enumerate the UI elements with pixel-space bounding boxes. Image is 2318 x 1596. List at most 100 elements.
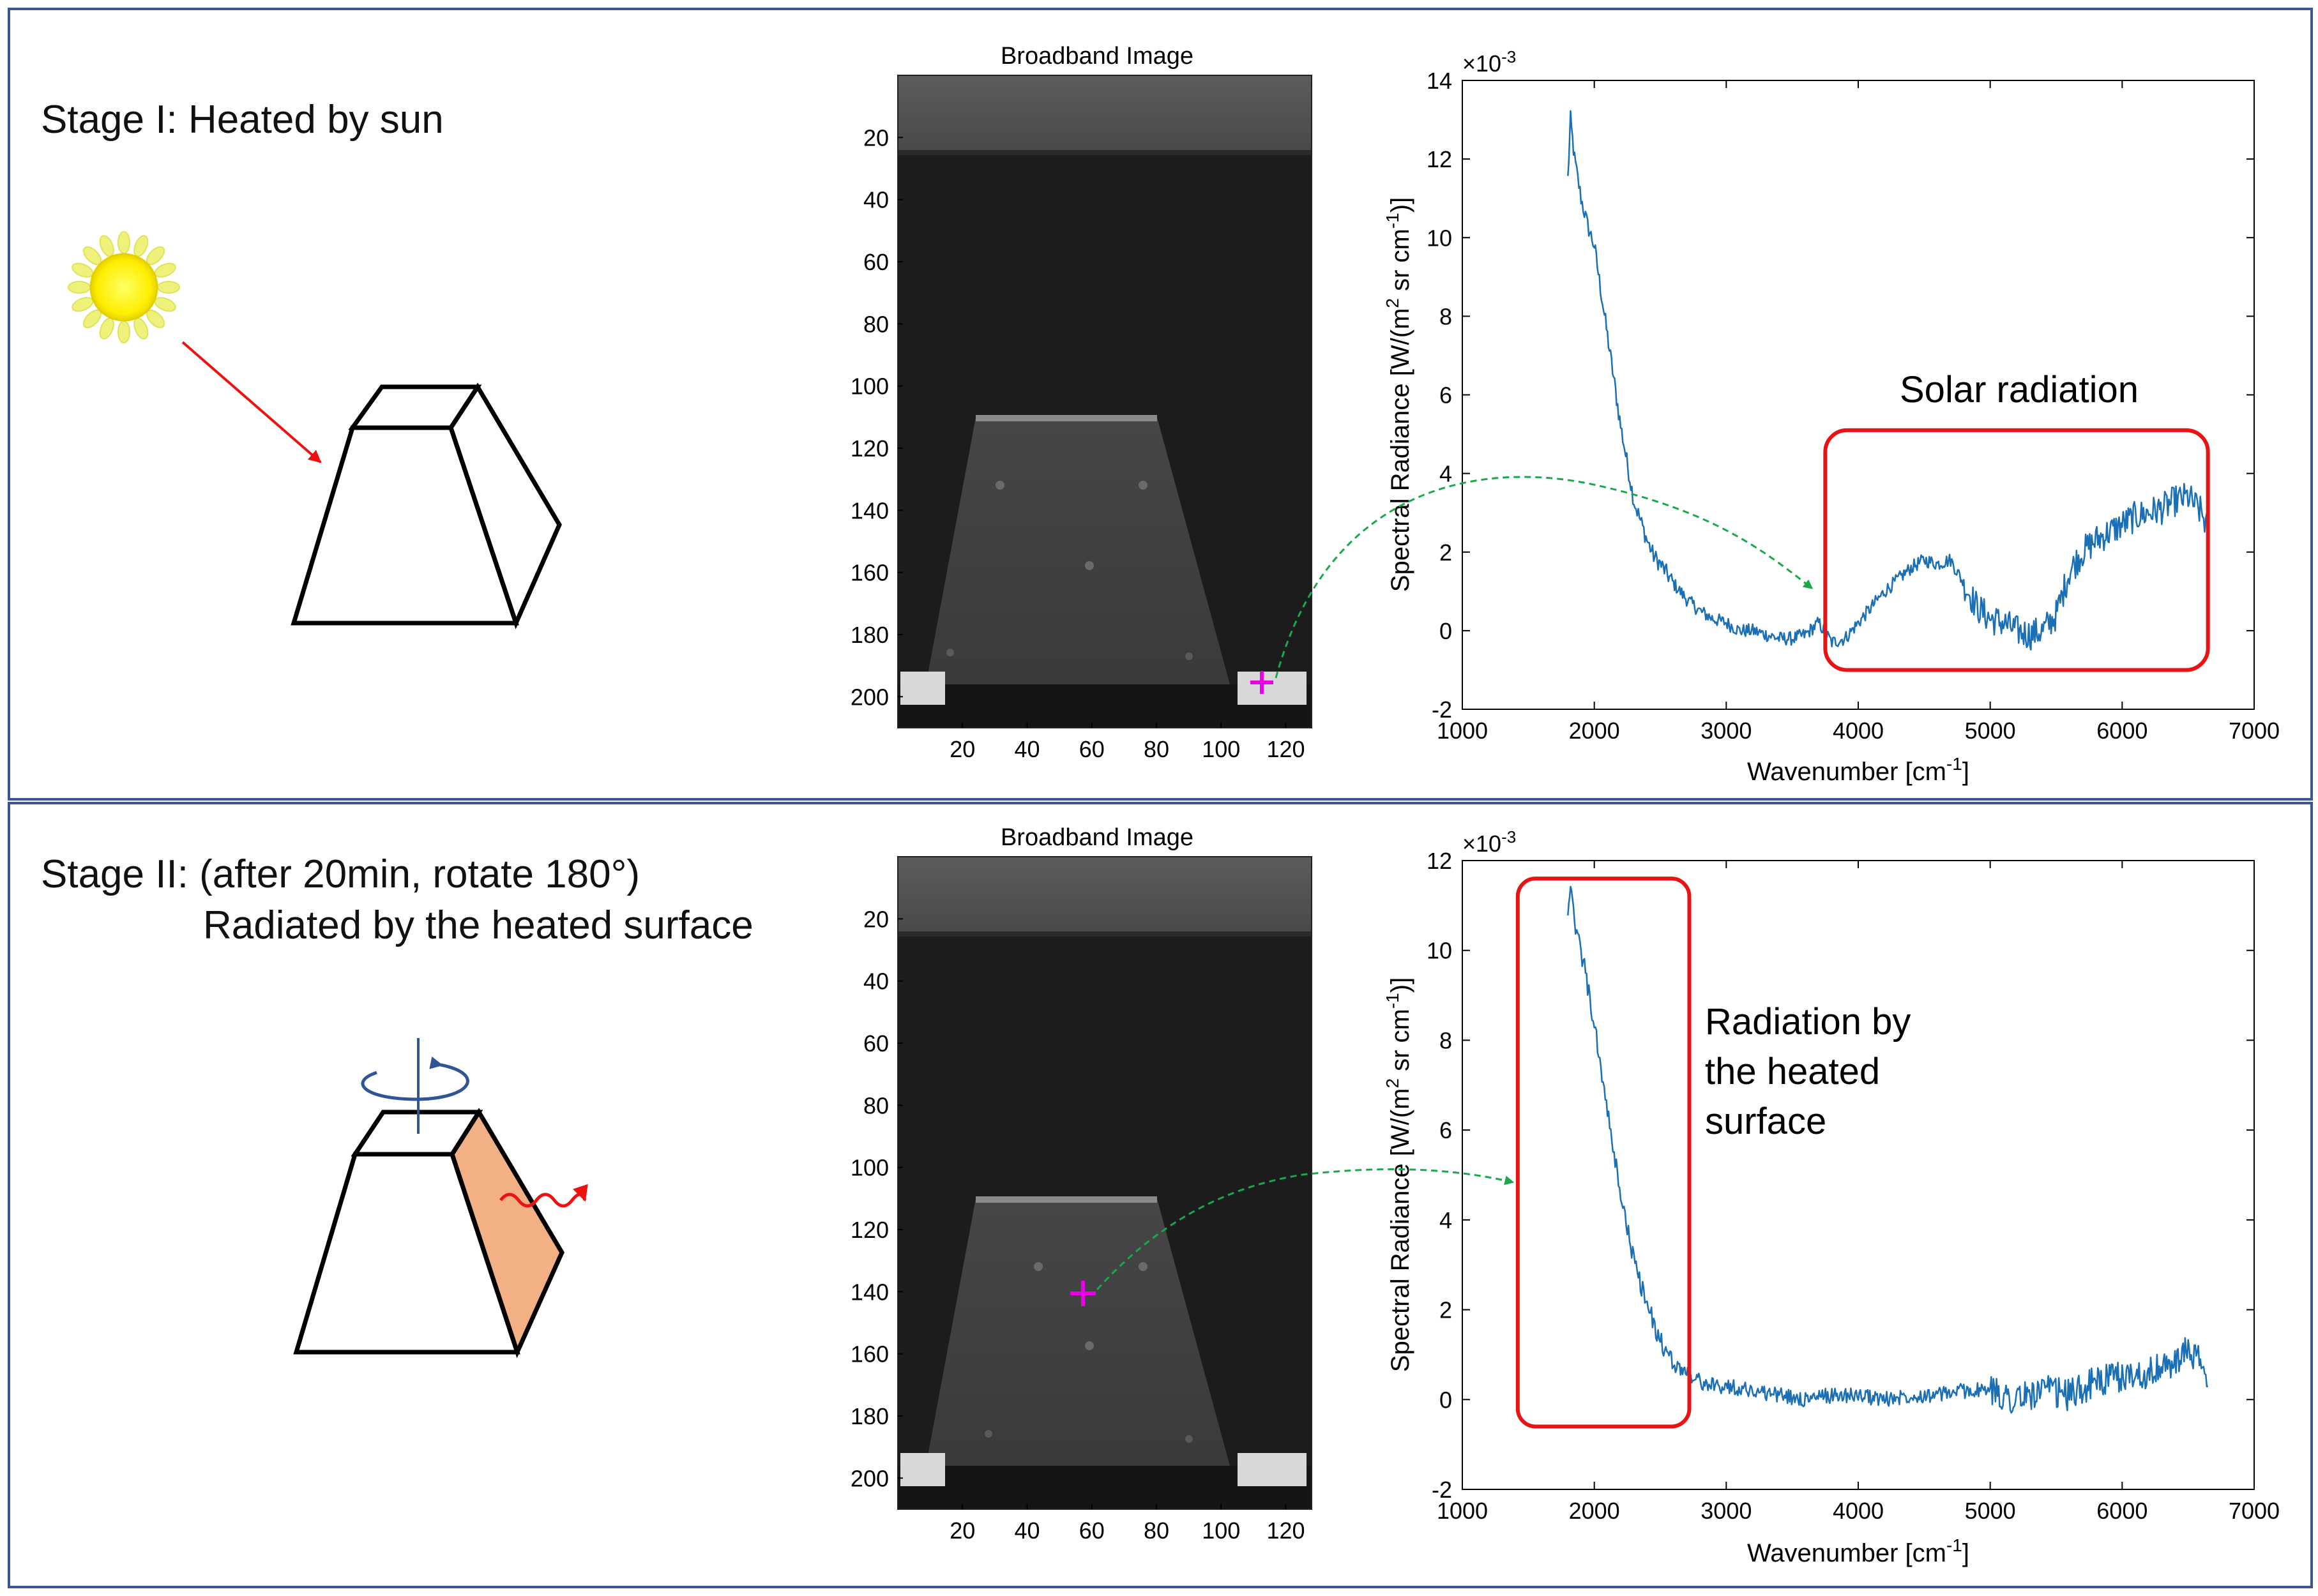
xtick-label: 7000 [2229,1498,2280,1524]
heated-frustum-icon [293,1038,588,1359]
stage2-panel [8,802,2313,1588]
heated-surface-label: Radiation by the heated surface [1705,1001,1921,1142]
ytick-label: 12 [1427,146,1452,172]
image-ytick-label: 20 [863,906,889,932]
ytick-label: 8 [1439,1027,1452,1053]
chart2-exponent: ×10-3 [1462,827,1516,857]
sun-icon [68,231,180,343]
chart1-spectrum-series [1567,110,2209,651]
image-ytick-label: 200 [851,684,889,710]
image-ytick-label: 60 [863,249,889,275]
image-xtick-label: 120 [1266,1517,1305,1544]
sun-ray [117,231,130,254]
ytick-label: 8 [1439,303,1452,329]
chart2-xlabel: Wavenumber [cm-1] [1747,1535,1969,1567]
xtick-label: 5000 [1965,1498,2016,1524]
image-ytick-label: 20 [863,124,889,151]
xtick-label: 5000 [1965,718,2016,744]
xtick-label: 1000 [1437,718,1488,744]
image-ytick-label: 140 [851,1279,889,1305]
image-xtick-label: 100 [1202,1517,1240,1544]
ytick-label: 4 [1439,461,1452,487]
xtick-label: 7000 [2229,718,2280,744]
sun-ray [154,297,176,312]
sun-ray [72,297,94,312]
xtick-label: 3000 [1701,1498,1752,1524]
stage2-title-line1: Stage II: (after 20min, rotate 180°) [41,852,640,896]
ytick-label: 14 [1427,68,1452,94]
ytick-label: 0 [1439,1387,1452,1413]
sun-ray [68,281,91,294]
pixel-to-spectrum-arrow-1 [1275,476,1814,679]
image-xtick-label: 60 [1079,736,1105,762]
stage1-panel [8,8,2313,801]
ytick-label: 4 [1439,1207,1452,1233]
chart2-ylabel: Spectral Radiance [W/(m2 sr cm-1)] [1382,977,1414,1372]
spectrum-chart-1: -2 0 2 4 6 8 10 12 14 1000 2000 3000 4000 5000 6000 70… [1382,47,2280,786]
sun-ray [99,235,114,257]
rotation-arrow-icon [361,1057,469,1101]
xtick-label: 2000 [1569,718,1620,744]
sun-ray [133,317,149,340]
chart1-xlabel: Wavenumber [cm-1] [1747,754,1969,786]
broadband-image-2: Broadband Image 20 40 60 80 100 120 140 160 180 2… [851,824,1312,1544]
image-ytick-label: 180 [851,622,889,648]
solar-radiation-label: Solar radiation [1900,369,2139,410]
xtick-label: 1000 [1437,1498,1488,1524]
sun-ray [72,262,94,278]
image-ytick-label: 80 [863,1092,889,1118]
stage2-title-line2: Radiated by the heated surface [203,903,754,947]
xtick-label: 6000 [2096,718,2148,744]
heated-face [452,1112,562,1352]
ytick-label: 6 [1439,1117,1452,1143]
xtick-label: 4000 [1833,1498,1884,1524]
xtick-label: 4000 [1833,718,1884,744]
ytick-label: 10 [1427,225,1452,251]
sun-ray-arrow [181,341,322,463]
image-xtick-label: 20 [950,1517,975,1544]
image-ytick-label: 60 [863,1030,889,1057]
plus-marker-icon [1250,671,1273,694]
sun-ray [99,317,114,340]
image-ytick-label: 140 [851,497,889,523]
image-xtick-label: 40 [1014,736,1040,762]
ytick-label: 2 [1439,1297,1452,1323]
image-xtick-label: 100 [1202,736,1240,762]
plus-marker-icon [1070,1281,1096,1306]
ytick-label: 0 [1439,618,1452,644]
xtick-label: 2000 [1569,1498,1620,1524]
frustum-icon [291,382,562,629]
ytick-label: -2 [1432,1477,1452,1503]
ytick-label: -2 [1432,696,1452,723]
image1-title: Broadband Image [1001,43,1193,70]
sun-ray [154,262,176,278]
solar-radiation-highlight-box [1823,428,2210,672]
image-ytick-label: 100 [851,373,889,400]
ytick-label: 6 [1439,382,1452,409]
sun-ray [157,281,180,294]
chart1-exponent: ×10-3 [1462,47,1516,77]
image-xtick-label: 20 [950,736,975,762]
stage1-title: Stage I: Heated by sun [41,98,444,142]
sun-ray [133,235,149,257]
chart1-ylabel: Spectral Radiance [W/(m2 sr cm-1)] [1382,197,1414,592]
xtick-label: 3000 [1701,718,1752,744]
chart2-spectrum-series [1567,885,2209,1414]
image-xtick-label: 80 [1144,736,1169,762]
image-ytick-label: 180 [851,1403,889,1429]
image-ytick-label: 160 [851,560,889,586]
broadband-image-1: Broadband Image 20 40 60 80 100 120 140 160 180 2… [851,43,1312,762]
image-ytick-label: 200 [851,1465,889,1491]
ytick-label: 12 [1427,848,1452,874]
chart1-plot-area [1462,80,2255,710]
image-ytick-label: 40 [863,968,889,995]
image-ytick-label: 120 [851,1217,889,1243]
image-xtick-label: 80 [1144,1517,1169,1544]
spectrum-chart-2: -2 0 2 4 6 8 10 12 1000 2000 3000 4000 5000 6000 7000… [1382,827,2280,1567]
image-xtick-label: 120 [1266,736,1305,762]
ytick-label: 2 [1439,539,1452,566]
image-ytick-label: 120 [851,435,889,462]
image-ytick-label: 80 [863,311,889,337]
pixel-to-spectrum-arrow-2 [1096,1168,1515,1291]
